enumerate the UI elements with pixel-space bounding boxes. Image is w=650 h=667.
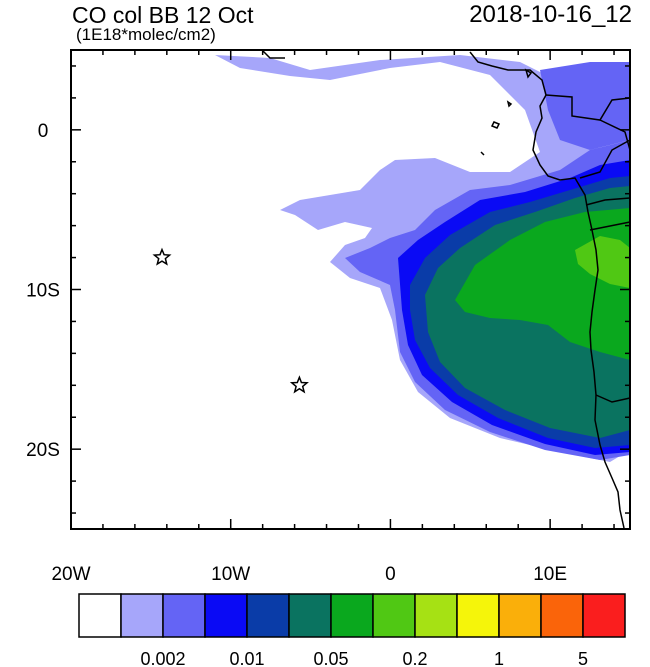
- border-7: [599, 119, 631, 151]
- island-3: [506, 100, 513, 108]
- x-tick-label: 10W: [211, 564, 250, 585]
- border-2: [579, 139, 631, 179]
- colorbar-label: 0.002: [140, 649, 185, 667]
- colorbar-swatch: [498, 593, 542, 638]
- star-marker-1: [152, 247, 172, 266]
- border-1: [545, 94, 631, 121]
- colorbar-swatch: [372, 593, 416, 638]
- colorbar-swatch: [330, 593, 374, 638]
- map-units: (1E18*molec/cm2): [76, 25, 216, 44]
- star-marker-2: [289, 375, 309, 394]
- colorbar-label: 1: [494, 649, 504, 667]
- x-tick-label: 20W: [51, 564, 90, 585]
- colorbar-swatch: [246, 593, 290, 638]
- colorbar-swatch: [204, 593, 248, 638]
- site-markers: [152, 247, 309, 394]
- colorbar-swatch: [540, 593, 584, 638]
- x-tick-label: 10E: [533, 564, 567, 585]
- border-4: [589, 221, 631, 231]
- border-3: [585, 197, 631, 206]
- co-band-7: [575, 236, 630, 288]
- x-tick-label: 0: [385, 564, 396, 585]
- island-1: [490, 121, 501, 129]
- colorbar-label: 0.01: [229, 649, 264, 667]
- colorbar-label: 0.05: [313, 649, 348, 667]
- colorbar-swatch: [120, 593, 164, 638]
- colorbar: [78, 593, 626, 638]
- coastlines: [261, 49, 631, 529]
- colorbar-swatch: [78, 593, 122, 638]
- colorbar-labels: 0.002 0.01 0.05 0.2 1 5: [140, 649, 588, 667]
- coastline-africa: [469, 51, 625, 529]
- border-6: [261, 49, 285, 59]
- border-5: [595, 394, 631, 403]
- y-tick-label: 20S: [26, 440, 60, 461]
- colorbar-swatch: [582, 593, 626, 638]
- colorbar-swatch: [162, 593, 206, 638]
- colorbar-swatch: [456, 593, 500, 638]
- forecast-datetime: 2018-10-16_12: [469, 1, 632, 28]
- co-concentration-field: [215, 55, 630, 462]
- colorbar-swatch: [288, 593, 332, 638]
- colorbar-label: 0.2: [402, 649, 427, 667]
- axis-ticks: [70, 50, 630, 529]
- colorbar-swatch: [414, 593, 458, 638]
- y-tick-label: 0: [38, 121, 49, 142]
- axis-tick-labels: 20W 10W 0 10E 0 10S 20S: [26, 121, 567, 585]
- y-tick-label: 10S: [26, 281, 60, 302]
- co-band-2-north: [540, 62, 630, 150]
- colorbar-label: 5: [578, 649, 588, 667]
- island-2: [524, 68, 533, 79]
- island-4: [480, 151, 485, 156]
- map-title: CO col BB 12 Oct: [72, 2, 254, 28]
